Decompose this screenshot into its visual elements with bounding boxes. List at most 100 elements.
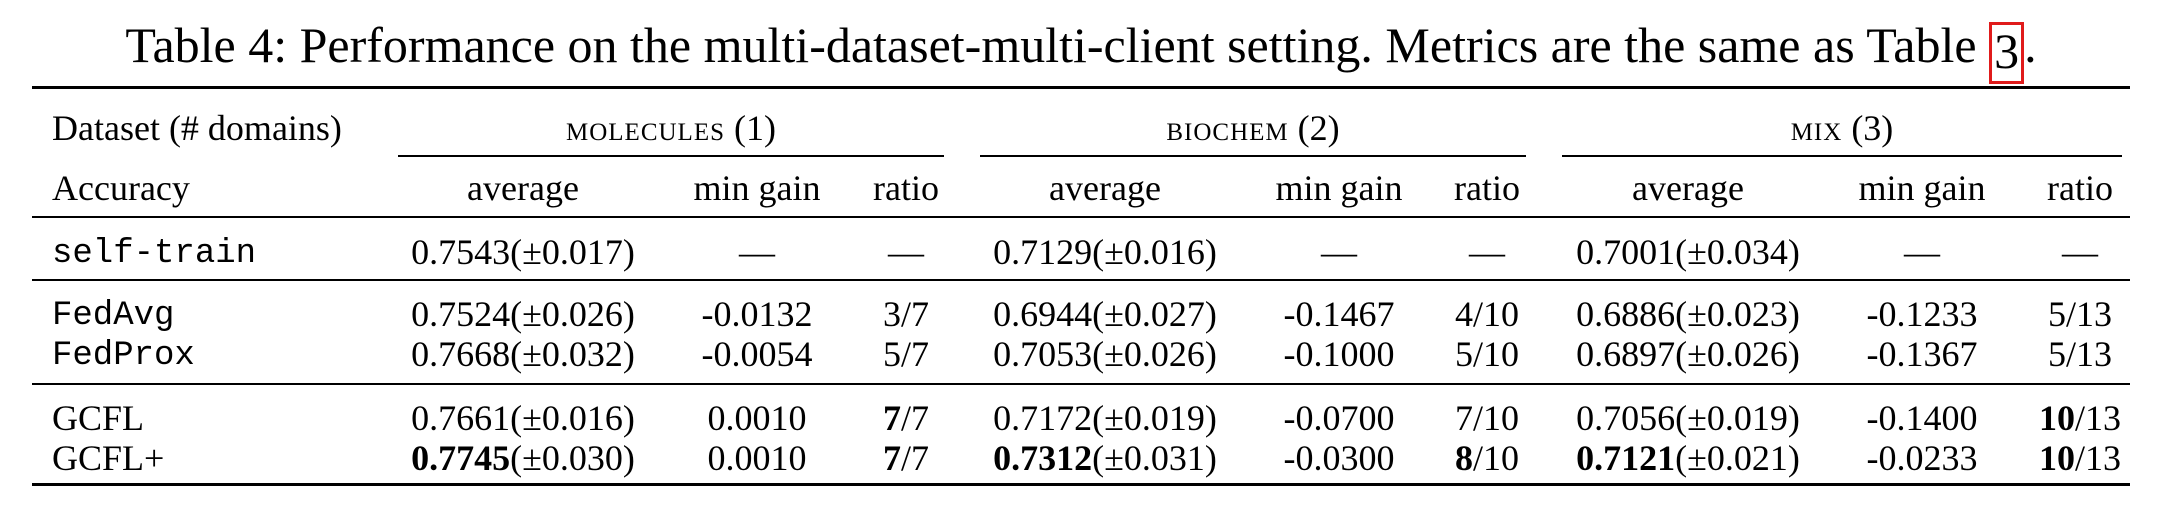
ratio-cell: 5/7 — [883, 334, 929, 374]
average-value: 0.7745 — [411, 438, 511, 478]
section-rule-1 — [32, 279, 2130, 281]
std-value: (±0.019) — [1092, 398, 1217, 438]
ratio-cell: 10/13 — [2039, 438, 2121, 478]
min-gain-cell: -0.1400 — [1866, 398, 1978, 438]
min-gain-cell: -0.0132 — [701, 294, 813, 334]
group-count: (1) — [734, 108, 776, 148]
min-gain-cell: — — [739, 232, 775, 272]
average-cell: 0.6897(±0.026) — [1576, 334, 1800, 374]
ratio-denominator: /13 — [2065, 334, 2113, 374]
min-gain-cell: -0.0233 — [1866, 438, 1978, 478]
min-gain-cell: -0.1367 — [1866, 334, 1978, 374]
method-name: self-train — [52, 235, 257, 273]
ratio-cell: 7/7 — [883, 438, 929, 478]
min-gain-cell: 0.0010 — [707, 398, 807, 438]
ratio-cell: 7/7 — [883, 398, 929, 438]
method-name: GCFL+ — [52, 438, 165, 478]
table-reference-link[interactable]: 3 — [1989, 22, 2025, 84]
ratio-denominator: /13 — [2074, 398, 2122, 438]
std-value: (±0.027) — [1092, 294, 1217, 334]
ratio-denominator: — — [1469, 232, 1505, 272]
average-cell: 0.7121(±0.021) — [1576, 438, 1800, 478]
min-gain-cell: -0.1000 — [1283, 334, 1395, 374]
subcol-average: average — [467, 168, 579, 208]
bottom-rule — [32, 483, 2130, 486]
ratio-cell: — — [1469, 232, 1505, 272]
average-value: 0.7172 — [993, 398, 1093, 438]
ratio-denominator: /7 — [900, 294, 930, 334]
min-gain-cell: -0.0054 — [701, 334, 813, 374]
average-cell: 0.7172(±0.019) — [993, 398, 1217, 438]
min-gain-cell: -0.1233 — [1866, 294, 1978, 334]
group-rule-molecules — [398, 155, 944, 157]
average-value: 0.7524 — [411, 294, 511, 334]
ratio-cell: 3/7 — [883, 294, 929, 334]
average-value: 0.7056 — [1576, 398, 1676, 438]
std-value: (±0.021) — [1675, 438, 1800, 478]
min-gain-cell: -0.1467 — [1283, 294, 1395, 334]
std-value: (±0.026) — [510, 294, 635, 334]
subcol-average: average — [1632, 168, 1744, 208]
top-rule — [32, 86, 2130, 89]
caption-text: Table 4: Performance on the multi-datase… — [125, 17, 1990, 73]
group-name: mix — [1790, 108, 1843, 148]
group-count: (3) — [1851, 108, 1894, 148]
group-rule-biochem — [980, 155, 1526, 157]
average-cell: 0.6944(±0.027) — [993, 294, 1217, 334]
ratio-numerator: 5 — [2047, 294, 2066, 334]
std-value: (±0.017) — [510, 232, 635, 272]
section-rule-2 — [32, 383, 2130, 385]
std-value: (±0.031) — [1092, 438, 1217, 478]
ratio-cell: 5/10 — [1455, 334, 1519, 374]
ratio-numerator: 5 — [882, 334, 901, 374]
ratio-denominator: /13 — [2074, 438, 2122, 478]
std-value: (±0.030) — [510, 438, 635, 478]
ratio-denominator: /7 — [900, 334, 930, 374]
ratio-numerator: 7 — [1454, 398, 1473, 438]
average-value: 0.7543 — [411, 232, 511, 272]
ratio-denominator: /10 — [1472, 398, 1520, 438]
average-cell: 0.7524(±0.026) — [411, 294, 635, 334]
group-header-mix: mix (3) — [1791, 108, 1894, 148]
subcol-min-gain: min gain — [1275, 168, 1403, 208]
ratio-numerator: 5 — [2047, 334, 2066, 374]
std-value: (±0.019) — [1675, 398, 1800, 438]
average-value: 0.6897 — [1576, 334, 1676, 374]
ratio-denominator: /13 — [2065, 294, 2113, 334]
ratio-denominator: /7 — [900, 398, 930, 438]
group-header-molecules: molecules (1) — [566, 108, 776, 148]
ratio-numerator: 5 — [1454, 334, 1473, 374]
min-gain-cell: -0.0700 — [1283, 398, 1395, 438]
subcol-ratio: ratio — [2047, 168, 2113, 208]
std-value: (±0.026) — [1675, 334, 1800, 374]
min-gain-cell: — — [1904, 232, 1940, 272]
ratio-numerator: 10 — [2038, 398, 2075, 438]
subcol-ratio: ratio — [1454, 168, 1520, 208]
ratio-cell: 10/13 — [2039, 398, 2121, 438]
ratio-cell: 5/13 — [2048, 294, 2112, 334]
method-name: GCFL — [52, 398, 145, 438]
group-name: molecules — [566, 108, 726, 148]
ratio-cell: — — [888, 232, 924, 272]
ratio-denominator: /10 — [1472, 334, 1520, 374]
average-cell: 0.7312(±0.031) — [993, 438, 1217, 478]
ratio-numerator: 3 — [882, 294, 901, 334]
subcol-average: average — [1049, 168, 1161, 208]
average-cell: 0.7056(±0.019) — [1576, 398, 1800, 438]
dataset-header: Dataset (# domains) — [52, 108, 342, 148]
ratio-numerator: 4 — [1454, 294, 1473, 334]
ratio-cell: — — [2062, 232, 2098, 272]
ratio-cell: 8/10 — [1455, 438, 1519, 478]
ratio-numerator: 7 — [882, 398, 901, 438]
average-cell: 0.7001(±0.034) — [1576, 232, 1800, 272]
std-value: (±0.032) — [510, 334, 635, 374]
group-count: (2) — [1297, 108, 1340, 148]
average-value: 0.6886 — [1576, 294, 1676, 334]
average-cell: 0.7745(±0.030) — [411, 438, 635, 478]
group-header-biochem: biochem (2) — [1166, 108, 1339, 148]
ratio-cell: 5/13 — [2048, 334, 2112, 374]
ratio-denominator: — — [2062, 232, 2098, 272]
average-cell: 0.7129(±0.016) — [993, 232, 1217, 272]
ratio-numerator: 7 — [882, 438, 901, 478]
std-value: (±0.034) — [1675, 232, 1800, 272]
